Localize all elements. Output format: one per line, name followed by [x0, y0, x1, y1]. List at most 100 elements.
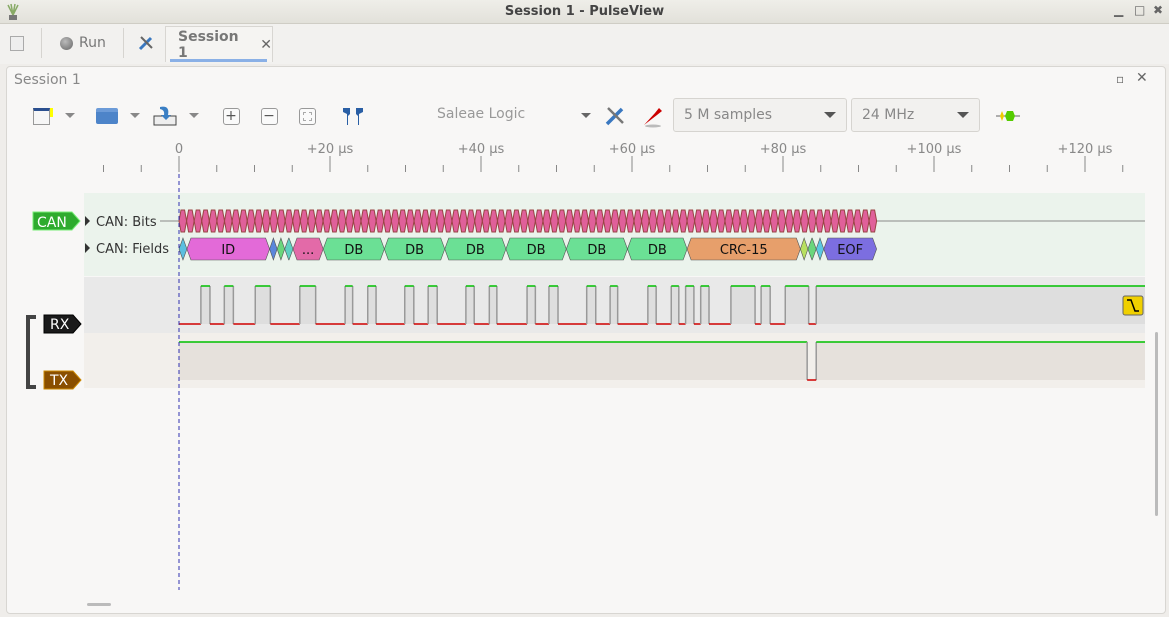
can-bit — [474, 209, 483, 233]
close-panel-button[interactable]: ✕ — [1136, 70, 1148, 86]
can-bit — [428, 209, 438, 233]
can-bit — [724, 209, 734, 233]
close-tab-icon[interactable]: ✕ — [260, 36, 272, 53]
can-bit — [868, 209, 878, 233]
device-config-button[interactable] — [602, 104, 628, 128]
device-dropdown[interactable] — [581, 113, 591, 118]
can-bit — [807, 209, 817, 233]
vertical-scrollbar[interactable] — [1155, 332, 1158, 516]
rx-high-fill — [224, 286, 234, 324]
rx-high-fill — [685, 286, 694, 324]
channel-label-tx — [43, 370, 82, 390]
can-bit — [792, 209, 802, 233]
save-button[interactable] — [151, 104, 179, 128]
can-bit — [436, 209, 445, 233]
open-dropdown[interactable] — [130, 113, 140, 118]
ruler-tick-label: +60 µs — [609, 142, 656, 157]
samplerate-select[interactable]: 24 MHz — [851, 98, 980, 132]
zoom-in-button[interactable]: + — [220, 104, 242, 128]
minimize-button[interactable]: ▁ — [1114, 3, 1124, 17]
can-bit — [701, 209, 711, 233]
can-bit — [405, 209, 415, 233]
can-bit — [496, 209, 506, 233]
ruler-tick-label: 0 — [175, 142, 183, 157]
cursors-icon — [343, 108, 363, 125]
add-decoder-button[interactable] — [996, 104, 1020, 128]
tx-low-fill — [807, 342, 817, 380]
can-bit — [277, 209, 286, 233]
can-bit — [769, 209, 779, 233]
can-bit — [459, 209, 468, 233]
can-bit — [777, 209, 787, 233]
time-ruler[interactable]: 0 +20 µs +40 µs +60 µs +80 µs +100 µs +120 µs — [84, 138, 1146, 174]
rx-high-fill — [785, 286, 809, 324]
can-decoder-badge — [32, 211, 81, 231]
can-bit — [860, 209, 870, 233]
new-view-dropdown[interactable] — [65, 113, 75, 118]
rx-high-fill — [761, 286, 771, 324]
tab-session-1[interactable]: Session 1 ✕ — [165, 26, 273, 62]
can-bit — [557, 209, 567, 233]
trace-view[interactable]: CAN CAN: Bits CAN: Fields ID... DB DB DB DB DB DB… — [0, 174, 1169, 604]
can-bit — [512, 209, 521, 233]
expand-row-icon — [85, 243, 90, 253]
can-field — [823, 237, 877, 261]
sample-count-value: 5 M samples — [684, 107, 773, 123]
expand-row-icon — [85, 216, 90, 226]
new-view-toolbar-button[interactable] — [30, 104, 52, 128]
can-bit — [375, 209, 385, 233]
settings-button[interactable] — [137, 24, 155, 62]
horizontal-scrollbar[interactable] — [87, 603, 111, 606]
can-bit — [618, 209, 627, 233]
samplerate-value: 24 MHz — [862, 107, 915, 123]
ruler-tick-label: +80 µs — [760, 142, 807, 157]
run-button[interactable]: Run — [60, 24, 106, 62]
can-bit — [550, 209, 559, 233]
can-bit — [595, 209, 605, 233]
can-bit — [193, 209, 203, 233]
decoder-trace-background — [84, 193, 1145, 276]
device-selector[interactable]: Saleae Logic — [437, 106, 526, 122]
can-bit — [481, 209, 491, 233]
zoom-fit-icon — [298, 107, 316, 125]
probe-config-button[interactable] — [640, 104, 666, 128]
float-panel-button[interactable]: ▫ — [1116, 72, 1125, 86]
rx-high-fill — [255, 286, 271, 324]
app-logo-icon — [7, 3, 19, 20]
new-view-icon — [32, 107, 50, 125]
can-bit — [322, 209, 332, 233]
can-bit — [633, 209, 643, 233]
can-bit — [292, 209, 301, 233]
show-cursors-button[interactable] — [340, 104, 366, 128]
open-button[interactable] — [94, 104, 120, 128]
zoom-out-button[interactable]: − — [258, 104, 280, 128]
can-bit — [352, 209, 362, 233]
can-bit — [800, 209, 809, 233]
chevron-down-icon — [957, 112, 969, 118]
can-field-label: EOF — [837, 243, 863, 258]
can-bit — [337, 209, 347, 233]
ruler-tick-label: +20 µs — [307, 142, 354, 157]
can-bit — [489, 209, 498, 233]
maximize-button[interactable]: □ — [1134, 3, 1146, 17]
can-bit — [216, 209, 226, 233]
can-bit — [823, 209, 832, 233]
can-bit — [656, 209, 665, 233]
can-field-label: DB — [648, 243, 667, 258]
close-window-button[interactable]: ✖ — [1153, 3, 1164, 17]
ruler-tick-label: +100 µs — [907, 142, 962, 157]
tools-icon — [605, 107, 624, 126]
rx-high-fill — [647, 286, 657, 324]
panel-title: Session 1 — [14, 72, 81, 88]
save-dropdown[interactable] — [189, 113, 199, 118]
can-bit — [838, 209, 847, 233]
can-bit — [830, 209, 840, 233]
rx-high-fill — [730, 286, 756, 324]
save-icon — [153, 106, 177, 126]
sample-count-select[interactable]: 5 M samples — [673, 98, 847, 132]
can-bit — [709, 209, 718, 233]
new-view-button[interactable] — [10, 24, 30, 62]
rx-high-fill — [299, 286, 316, 324]
can-badge-label: CAN — [37, 215, 67, 231]
zoom-fit-button[interactable] — [296, 104, 318, 128]
